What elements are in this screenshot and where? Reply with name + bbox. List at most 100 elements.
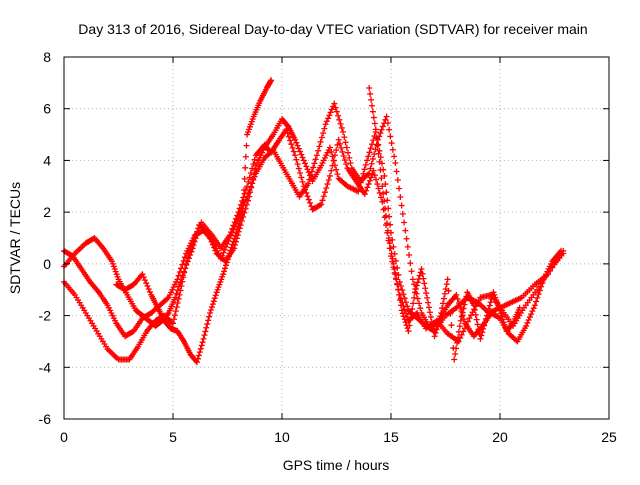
data-point-2-18-0	[217, 255, 224, 262]
data-point-3-13-3	[209, 301, 216, 308]
data-point-2-11-6	[164, 295, 171, 302]
data-point-2-53-4	[528, 311, 535, 318]
data-point-3-12-1	[201, 332, 208, 339]
data-point-2-53-0	[523, 322, 530, 329]
data-point-2-37-1	[384, 120, 391, 127]
data-point-1-26-4	[297, 169, 304, 176]
data-point-3-11-5	[198, 342, 205, 349]
data-point-1-30-1	[328, 167, 335, 174]
data-point-4-11-1	[439, 305, 446, 312]
data-point-3-3-1	[140, 274, 147, 281]
data-point-3-15-6	[225, 253, 232, 260]
data-point-4-14-5	[462, 297, 469, 304]
data-point-4-6-2	[407, 317, 414, 324]
series-track-b	[61, 126, 567, 363]
data-point-4-4-3	[395, 286, 402, 293]
data-point-3-16-3	[229, 241, 236, 248]
data-point-4-16-3	[473, 316, 480, 323]
data-point-2-54-5	[538, 283, 545, 290]
data-point-1-25-0	[283, 126, 290, 133]
data-point-4-0-2	[368, 96, 375, 103]
data-point-0-33-6	[334, 171, 341, 178]
data-point-1-34-5	[368, 174, 375, 181]
data-point-4-18-4	[487, 299, 494, 306]
data-point-2-39-3	[404, 243, 411, 250]
data-point-2-53-1	[524, 319, 531, 326]
data-point-2-36-3	[378, 126, 385, 133]
data-point-4-4-4	[396, 291, 403, 298]
data-point-2-28-3	[308, 168, 315, 175]
data-point-3-11-0	[193, 359, 200, 366]
data-point-1-31-1	[336, 140, 343, 147]
data-point-3-17-4	[236, 218, 243, 225]
data-point-4-20-5	[501, 322, 508, 329]
data-point-1-26-1	[293, 156, 300, 163]
data-point-0-39-2	[383, 189, 390, 196]
data-point-1-26-6	[299, 178, 306, 185]
data-point-2-31-3	[335, 112, 342, 119]
data-point-1-11-3	[172, 308, 179, 315]
data-point-4-0-1	[367, 90, 374, 97]
data-point-1-11-5	[174, 300, 181, 307]
data-point-4-18-5	[488, 295, 495, 302]
data-point-4-20-2	[498, 313, 505, 320]
data-point-1-26-2	[294, 161, 301, 168]
data-point-4-3-1	[386, 240, 393, 247]
data-point-1-26-5	[298, 174, 305, 181]
data-point-1-31-6	[343, 161, 350, 168]
x-axis-label: GPS time / hours	[283, 457, 390, 473]
data-point-4-11-0	[438, 309, 445, 316]
data-point-2-54-1	[533, 298, 540, 305]
data-point-4-13-5	[455, 328, 462, 335]
data-point-2-38-2	[394, 177, 401, 184]
x-tick-label-20: 20	[492, 429, 508, 445]
data-point-4-4-0	[392, 271, 399, 278]
data-point-2-29-3	[317, 138, 324, 145]
data-point-0-14-1	[173, 290, 180, 297]
data-point-4-1-5	[377, 167, 384, 174]
data-point-1-20-6	[251, 156, 258, 163]
data-point-2-53-6	[530, 305, 537, 312]
data-point-3-17-6	[238, 212, 245, 219]
data-point-4-9-0	[425, 299, 432, 306]
data-point-4-0-4	[369, 108, 376, 115]
data-point-2-38-0	[392, 160, 399, 167]
data-point-2-21-5	[250, 177, 257, 184]
data-point-0-30-1	[302, 160, 309, 167]
data-point-2-38-3	[396, 185, 403, 192]
data-point-3-12-3	[203, 324, 210, 331]
data-point-3-18-5	[242, 153, 249, 160]
data-point-4-8-1	[419, 270, 426, 277]
data-point-3-13-2	[208, 304, 215, 311]
data-point-2-54-4	[536, 287, 543, 294]
data-point-0-39-3	[384, 197, 391, 204]
data-point-2-45-3	[457, 304, 464, 311]
data-point-4-20-3	[499, 316, 506, 323]
data-point-2-36-6	[382, 116, 389, 123]
data-point-2-40-0	[409, 276, 416, 283]
data-point-3-18-0	[239, 209, 246, 216]
data-point-0-36-0	[355, 188, 362, 195]
data-point-3-17-3	[236, 220, 243, 227]
data-point-1-35-6	[378, 194, 385, 201]
data-point-1-11-1	[170, 316, 177, 323]
data-point-0-37-3	[367, 145, 374, 152]
data-point-1-35-0	[370, 167, 377, 174]
data-point-4-7-3	[414, 279, 421, 286]
data-point-4-17-1	[478, 332, 485, 339]
data-point-1-30-5	[333, 147, 340, 154]
data-point-3-13-4	[210, 298, 217, 305]
data-point-3-3-4	[144, 283, 151, 290]
data-point-4-4-1	[393, 276, 400, 283]
data-point-1-25-4	[288, 141, 295, 148]
data-point-4-9-1	[425, 304, 432, 311]
data-point-4-17-4	[481, 322, 488, 329]
data-point-4-16-4	[474, 321, 481, 328]
y-tick-label-0: 0	[43, 256, 51, 272]
data-point-4-0-5	[370, 114, 377, 121]
data-point-1-25-2	[285, 133, 292, 140]
y-tick-label-6: 6	[43, 101, 51, 117]
data-point-4-3-3	[388, 250, 395, 257]
data-point-2-30-5	[328, 106, 335, 113]
